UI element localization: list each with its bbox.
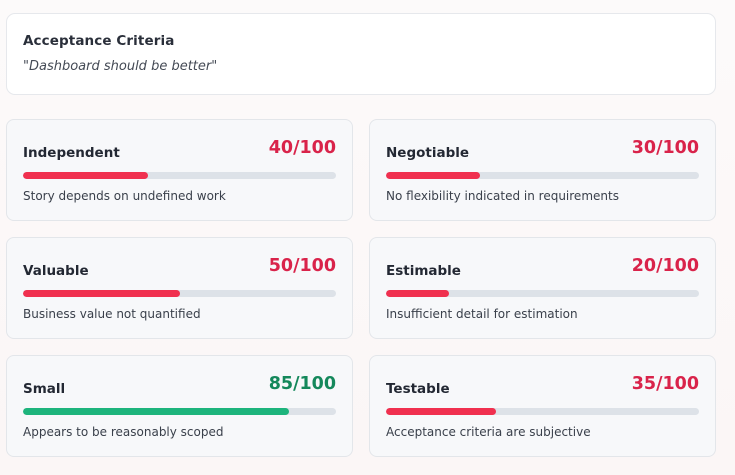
metric-progress-fill [23,172,149,179]
metric-progress-bar [386,408,699,415]
metric-progress-bar [23,408,336,415]
metric-progress-bar [386,290,699,297]
metric-label: Estimable [386,263,461,279]
metric-score: 50/100 [268,256,336,276]
metric-description: Appears to be reasonably scoped [23,425,224,439]
metric-label: Valuable [23,263,89,279]
acceptance-criteria-card: Acceptance Criteria "Dashboard should be… [6,13,716,95]
metric-progress-fill [23,290,180,297]
metric-card-small: Small 85/100 Appears to be reasonably sc… [6,355,353,457]
acceptance-criteria-title: Acceptance Criteria [23,33,175,49]
metric-progress-bar [23,290,336,297]
metric-card-valuable: Valuable 50/100 Business value not quant… [6,237,353,339]
metric-progress-fill [23,408,290,415]
metric-description: Acceptance criteria are subjective [386,425,591,439]
metric-score: 20/100 [631,256,699,276]
metric-card-testable: Testable 35/100 Acceptance criteria are … [369,355,716,457]
metric-score: 30/100 [631,138,699,158]
metric-label: Small [23,381,66,397]
metric-progress-bar [23,172,336,179]
metric-progress-fill [386,290,449,297]
metric-description: Business value not quantified [23,307,201,321]
metric-score: 35/100 [631,374,699,394]
metric-description: No flexibility indicated in requirements [386,189,619,203]
metric-label: Independent [23,145,120,161]
metric-progress-fill [386,408,496,415]
metric-label: Testable [386,381,450,397]
metric-score: 40/100 [268,138,336,158]
metric-card-independent: Independent 40/100 Story depends on unde… [6,119,353,221]
metric-description: Story depends on undefined work [23,189,226,203]
metric-card-negotiable: Negotiable 30/100 No flexibility indicat… [369,119,716,221]
metric-description: Insufficient detail for estimation [386,307,578,321]
acceptance-criteria-quote: "Dashboard should be better" [23,59,218,74]
metric-progress-bar [386,172,699,179]
metric-label: Negotiable [386,145,470,161]
metric-progress-fill [386,172,480,179]
metric-card-estimable: Estimable 20/100 Insufficient detail for… [369,237,716,339]
metric-score: 85/100 [268,374,336,394]
